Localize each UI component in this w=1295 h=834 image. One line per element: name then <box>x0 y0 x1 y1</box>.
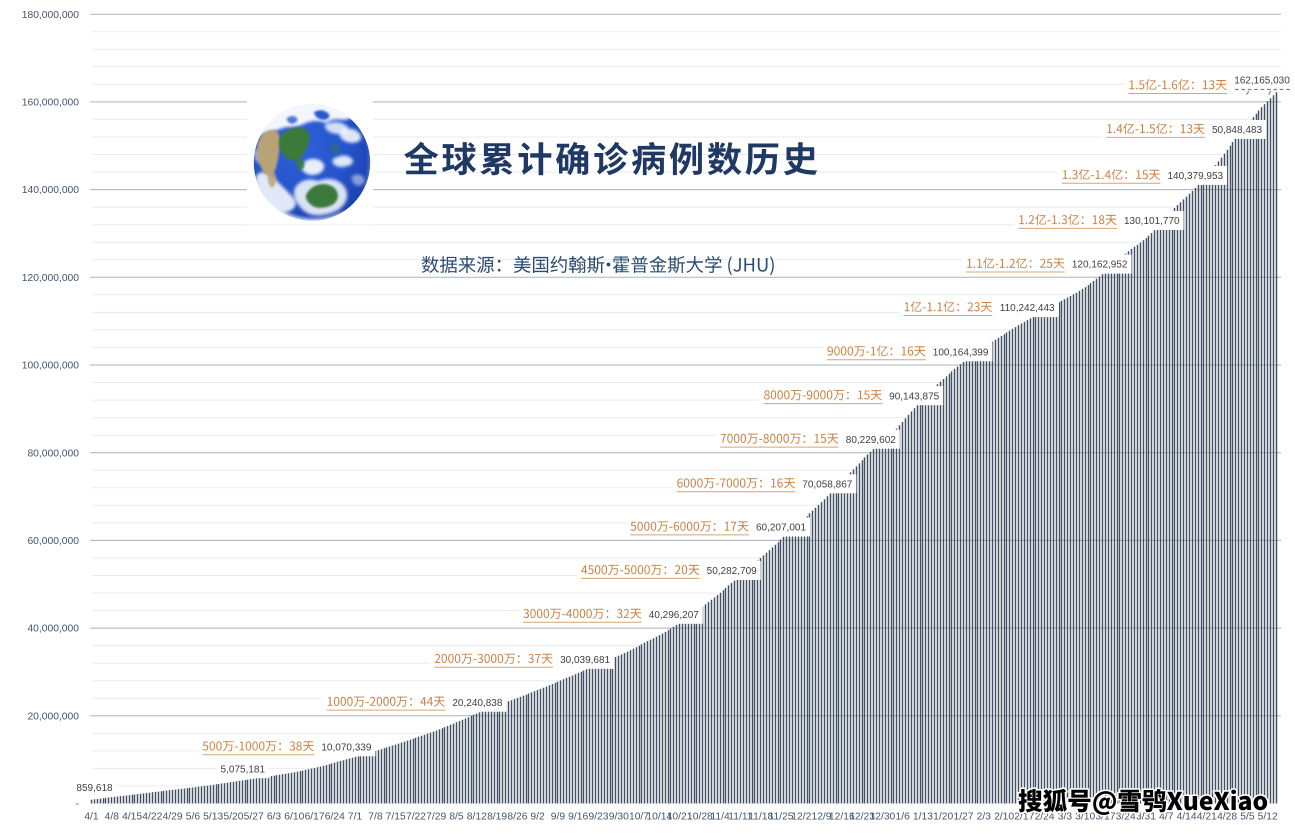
svg-text:70,058,867: 70,058,867 <box>802 479 852 490</box>
svg-text:8/12: 8/12 <box>467 812 487 823</box>
svg-text:10/28: 10/28 <box>687 812 713 823</box>
svg-text:8/5: 8/5 <box>449 812 464 823</box>
svg-text:3/10: 3/10 <box>1075 812 1095 823</box>
svg-text:12/2: 12/2 <box>791 812 811 823</box>
svg-text:9/16: 9/16 <box>568 812 588 823</box>
svg-text:12/30: 12/30 <box>870 812 896 823</box>
svg-text:3/24: 3/24 <box>1116 812 1136 823</box>
svg-text:20,000,000: 20,000,000 <box>27 711 79 722</box>
svg-text:5/27: 5/27 <box>244 812 264 823</box>
svg-text:90,143,875: 90,143,875 <box>889 391 939 402</box>
svg-text:4/7: 4/7 <box>1159 812 1174 823</box>
svg-text:4/21: 4/21 <box>1197 812 1217 823</box>
svg-text:1/13: 1/13 <box>913 812 933 823</box>
svg-text:80,000,000: 80,000,000 <box>27 448 79 459</box>
svg-text:12/23: 12/23 <box>849 812 875 823</box>
svg-text:140,379,953: 140,379,953 <box>1167 171 1223 182</box>
svg-text:3/31: 3/31 <box>1136 812 1156 823</box>
svg-text:1/6: 1/6 <box>896 812 911 823</box>
svg-text:30,039,681: 30,039,681 <box>560 655 610 666</box>
svg-text:12/9: 12/9 <box>811 812 831 823</box>
svg-text:20,240,838: 20,240,838 <box>452 698 502 709</box>
svg-text:7/1: 7/1 <box>348 812 363 823</box>
svg-text:40,000,000: 40,000,000 <box>27 624 79 635</box>
svg-text:5/5: 5/5 <box>1240 812 1255 823</box>
svg-text:180,000,000: 180,000,000 <box>22 10 80 21</box>
svg-text:6/10: 6/10 <box>284 812 304 823</box>
svg-text:11/18: 11/18 <box>748 812 773 823</box>
svg-text:100,164,399: 100,164,399 <box>933 347 989 358</box>
svg-text:80,229,602: 80,229,602 <box>846 435 896 446</box>
svg-text:1/27: 1/27 <box>953 812 973 823</box>
svg-text:8/26: 8/26 <box>507 812 527 823</box>
svg-text:6/17: 6/17 <box>305 812 325 823</box>
svg-text:140,000,000: 140,000,000 <box>22 185 80 196</box>
svg-text:7/8: 7/8 <box>368 812 383 823</box>
svg-text:60,207,001: 60,207,001 <box>756 523 806 534</box>
svg-text:7/22: 7/22 <box>406 812 426 823</box>
svg-text:40,296,207: 40,296,207 <box>649 610 699 621</box>
svg-text:6/24: 6/24 <box>325 812 345 823</box>
svg-text:120,162,952: 120,162,952 <box>1072 260 1128 271</box>
svg-text:4/15: 4/15 <box>122 812 142 823</box>
svg-text:11/11: 11/11 <box>728 812 753 823</box>
svg-text:50,848,483: 50,848,483 <box>1212 125 1262 136</box>
svg-text:3/3: 3/3 <box>1058 812 1073 823</box>
svg-text:2/10: 2/10 <box>994 812 1014 823</box>
svg-text:100,000,000: 100,000,000 <box>22 361 80 372</box>
svg-text:5/13: 5/13 <box>203 812 223 823</box>
svg-text:5/12: 5/12 <box>1258 812 1278 823</box>
svg-text:7/15: 7/15 <box>386 812 406 823</box>
svg-text:9/30: 9/30 <box>609 812 629 823</box>
svg-text:9/9: 9/9 <box>551 812 566 823</box>
svg-text:130,101,770: 130,101,770 <box>1124 216 1180 227</box>
svg-text:1/20: 1/20 <box>933 812 953 823</box>
svg-text:10/21: 10/21 <box>667 812 693 823</box>
svg-text:162,165,030: 162,165,030 <box>1234 76 1290 87</box>
svg-text:5/20: 5/20 <box>223 812 243 823</box>
svg-text:10/7: 10/7 <box>629 812 649 823</box>
svg-text:11/4: 11/4 <box>710 812 730 823</box>
svg-text:5/6: 5/6 <box>186 812 201 823</box>
svg-text:4/28: 4/28 <box>1217 812 1237 823</box>
svg-text:-: - <box>76 799 79 810</box>
svg-text:4/22: 4/22 <box>142 812 162 823</box>
svg-text:11/25: 11/25 <box>768 812 793 823</box>
svg-text:12/16: 12/16 <box>829 812 855 823</box>
svg-text:60,000,000: 60,000,000 <box>27 536 79 547</box>
svg-text:4/1: 4/1 <box>84 812 99 823</box>
svg-text:50,282,709: 50,282,709 <box>707 566 757 577</box>
svg-text:2/24: 2/24 <box>1035 812 1055 823</box>
svg-text:3/17: 3/17 <box>1095 812 1115 823</box>
svg-text:4/14: 4/14 <box>1177 812 1197 823</box>
svg-text:160,000,000: 160,000,000 <box>22 98 80 109</box>
svg-text:2/17: 2/17 <box>1014 812 1034 823</box>
svg-text:7/29: 7/29 <box>426 812 446 823</box>
svg-text:4/29: 4/29 <box>163 812 183 823</box>
svg-text:4/8: 4/8 <box>105 812 120 823</box>
svg-text:120,000,000: 120,000,000 <box>22 273 80 284</box>
svg-text:6/3: 6/3 <box>267 812 282 823</box>
svg-text:859,618: 859,618 <box>76 783 113 794</box>
svg-text:5,075,181: 5,075,181 <box>221 764 266 775</box>
svg-text:2/3: 2/3 <box>977 812 992 823</box>
svg-text:8/19: 8/19 <box>487 812 507 823</box>
svg-text:9/2: 9/2 <box>530 812 545 823</box>
svg-text:10,070,339: 10,070,339 <box>321 742 371 753</box>
svg-text:10/14: 10/14 <box>646 812 672 823</box>
svg-text:110,242,443: 110,242,443 <box>1000 303 1055 314</box>
svg-text:9/23: 9/23 <box>588 812 608 823</box>
